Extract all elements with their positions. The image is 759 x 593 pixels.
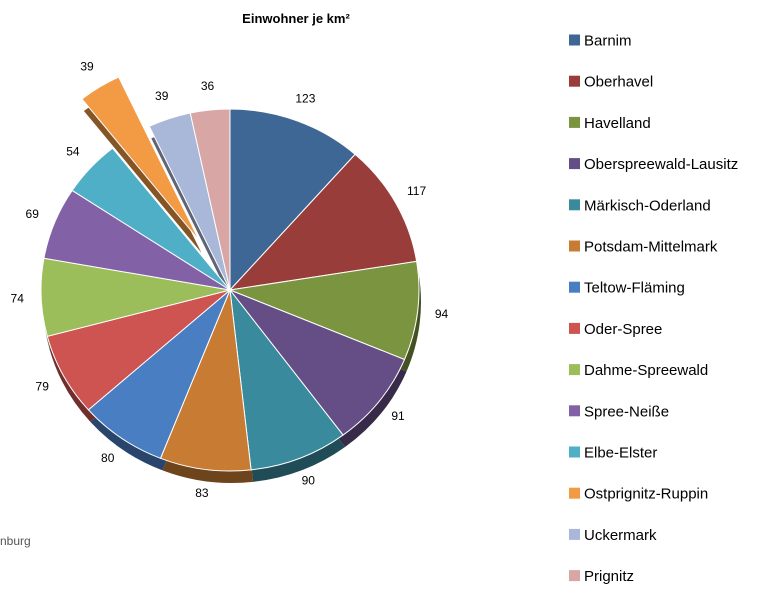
legend-swatch [569,199,580,211]
legend-swatch [569,281,580,293]
legend-swatch [569,446,580,458]
legend-swatch [569,34,580,46]
legend-label: Prignitz [584,568,634,585]
pie-slice-2 [228,153,418,291]
legend-swatch [569,158,580,170]
data-label: 80 [101,451,115,465]
legend-swatch [569,75,580,87]
pie-slice-12 [81,76,200,242]
legend-label: Dahme-Spreewald [584,362,708,379]
legend-label: Uckermark [584,527,657,544]
data-label: 54 [66,145,80,159]
pie-slice-3 [228,260,420,361]
pie-slice-6 [159,288,252,472]
legend-swatch [569,487,580,499]
legend-swatch [569,570,580,582]
legend-label: Teltow-Fläming [584,280,685,297]
data-label: 69 [26,207,40,221]
legend-label: Spree-Neiße [584,403,669,420]
legend-swatch [569,405,580,417]
legend-label: Havelland [584,115,651,132]
pie-slice-11 [71,147,231,291]
chart-title: Einwohner je km² [242,11,350,26]
data-label: 91 [391,409,405,423]
legend-label: Barnim [584,33,632,50]
pie-slice-1 [229,108,356,292]
pie-slice-5 [229,288,344,471]
legend-swatch [569,528,580,540]
legend-swatch [569,364,580,376]
data-label: 117 [407,184,426,198]
data-label: 79 [36,380,50,394]
data-label: 90 [302,474,316,488]
data-label: 74 [11,291,25,305]
legend-label: Potsdam-Mittelmark [584,239,718,256]
pie-data-labels: 123 117 94 91 90 83 80 79 74 69 54 39 39 36 [11,60,449,501]
data-label: 39 [80,60,94,74]
legend-label: Oberspreewald-Lausitz [584,156,738,173]
legend-label: Oberhavel [584,74,653,91]
data-label: 94 [435,307,449,321]
pie-slices [40,76,420,472]
legend-label: Elbe-Elster [584,445,657,462]
pie-slice-14 [189,108,231,291]
legend-label: Märkisch-Oderland [584,197,711,214]
legend: Barnim Oberhavel Havelland Oberspreewald-La… [569,33,738,585]
data-label: 36 [201,79,215,93]
legend-swatch [569,116,580,128]
footer-text: nburg [0,534,31,548]
pie-slice-4 [228,288,406,436]
legend-label: Oder-Spree [584,321,662,338]
legend-swatch [569,240,580,252]
legend-swatch [569,322,580,334]
data-label: 39 [155,89,169,103]
legend-label: Ostprignitz-Ruppin [584,486,708,503]
data-label: 123 [295,91,315,105]
data-label: 83 [195,486,209,500]
